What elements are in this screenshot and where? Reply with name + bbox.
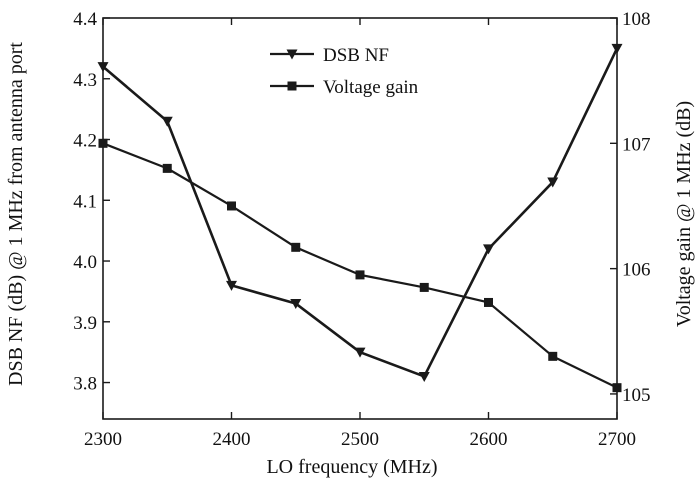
series-dsb-nf [97, 43, 623, 382]
data-point [226, 280, 237, 291]
data-point [611, 43, 623, 54]
data-point [291, 242, 301, 252]
data-point [97, 62, 109, 73]
right-y-axis-label: Voltage gain @ 1 MHz (dB) [673, 101, 695, 327]
x-tick-label: 2600 [470, 429, 508, 450]
data-point [227, 201, 236, 211]
left-y-tick-label: 4.3 [73, 70, 97, 91]
data-point [162, 163, 172, 173]
legend-entry: DSB NF [270, 45, 389, 66]
left-y-axis-label: DSB NF (dB) @ 1 MHz from antenna port [5, 42, 27, 386]
data-point [161, 116, 173, 127]
left-y-tick-label: 3.9 [73, 313, 97, 334]
data-point [354, 347, 366, 358]
right-y-tick-label: 107 [622, 134, 651, 155]
data-point [290, 299, 302, 310]
right-y-tick-label: 105 [622, 385, 651, 406]
data-point [612, 383, 622, 393]
left-y-tick-label: 3.8 [73, 374, 97, 395]
right-y-tick-label: 108 [622, 9, 651, 30]
data-point [419, 282, 429, 292]
x-tick-label: 2400 [213, 429, 251, 450]
legend-marker [287, 81, 297, 91]
x-tick-label: 2300 [84, 429, 122, 450]
left-y-tick-label: 4.2 [73, 131, 97, 152]
data-point [355, 270, 365, 280]
data-point [418, 371, 430, 382]
left-y-tick-label: 4.0 [73, 252, 97, 273]
data-point [484, 297, 493, 307]
data-point [98, 138, 108, 148]
right-y-tick-label: 106 [622, 260, 651, 281]
left-y-tick-label: 4.4 [73, 9, 97, 30]
x-tick-label: 2500 [341, 429, 379, 450]
legend-entry: Voltage gain [270, 77, 419, 98]
left-y-tick-label: 4.1 [73, 191, 97, 212]
series-voltage-gain [98, 138, 622, 393]
legend-label: DSB NF [323, 45, 389, 66]
legend-marker [286, 49, 298, 60]
data-point [548, 351, 558, 361]
legend-label: Voltage gain [323, 77, 419, 98]
data-point [483, 244, 494, 255]
x-tick-label: 2700 [598, 429, 636, 450]
x-axis-label: LO frequency (MHz) [266, 456, 437, 478]
data-point [547, 177, 559, 188]
